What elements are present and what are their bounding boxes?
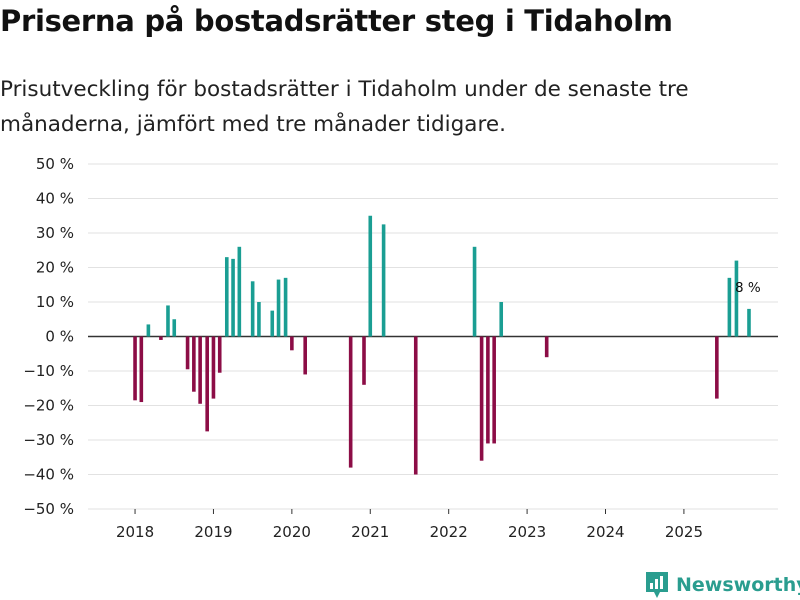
y-tick-label: 20 % [36,259,74,277]
data-label-latest: 8 % [735,280,761,296]
y-tick-label: −20 % [23,397,74,415]
bar-11 [217,336,222,373]
bar-16 [257,302,261,337]
y-tick-label: −40 % [23,466,74,484]
brand-name: Newsworthy [676,574,800,596]
y-tick-label: 0 % [45,328,74,346]
x-tick-label: 2023 [508,523,546,541]
y-tick-label: 50 % [36,155,74,173]
bar-20 [290,336,294,351]
x-tick-label: 2024 [586,523,624,541]
bars [133,215,751,475]
bar-6 [185,336,190,370]
bar-2 [146,324,151,337]
bar-21 [303,336,307,375]
x-tick-label: 2021 [351,523,389,541]
x-tick-label: 2019 [194,523,232,541]
bar-29 [486,336,490,444]
bar-0 [133,336,137,401]
bar-9 [205,336,209,432]
bar-32 [544,336,549,358]
bar-8 [198,336,202,404]
chart-subtitle: Prisutveckling för bostadsrätter i Tidah… [0,77,689,137]
bar-30 [492,336,496,444]
newsworthy-logo-icon [646,572,668,598]
newsworthy-brand: Newsworthy [644,570,800,600]
x-tick-label: 2025 [665,523,703,541]
bar-10 [211,336,216,399]
y-tick-label: −50 % [23,500,74,518]
bar-14 [237,246,242,337]
bar-1 [139,336,144,403]
chart-title: Priserna på bostadsrätter steg i Tidahol… [0,4,673,38]
bar-18 [276,279,281,337]
bar-12 [224,257,229,337]
annotations: 8 % [735,280,761,296]
y-axis-ticks: 50 % 40 % 30 % 20 % 10 % 0 % −10 % −20 % −30 % −4… [23,155,74,518]
bar-22 [348,336,353,468]
bar-34 [727,277,732,337]
bar-31 [499,302,504,337]
y-tick-label: 40 % [36,190,74,208]
bar-24 [368,215,373,337]
bar-36 [747,308,751,337]
grid-lines [88,163,778,510]
bar-19 [283,277,288,337]
bar-26 [413,336,418,475]
y-tick-label: 10 % [36,293,74,311]
bar-28 [479,336,484,461]
x-axis-ticks: 2018 2019 2020 2021 2022 2023 2024 2025 [116,509,703,541]
bar-15 [250,281,255,337]
y-tick-label: −30 % [23,431,74,449]
bar-23 [362,336,366,385]
bar-33 [715,336,719,399]
bar-27 [472,246,477,337]
bar-3 [159,336,163,340]
bar-13 [231,258,235,337]
bar-17 [270,310,275,337]
y-tick-label: 30 % [36,224,74,242]
y-tick-label: −10 % [23,362,74,380]
bar-4 [166,305,170,337]
bar-35 [734,260,739,337]
x-tick-label: 2018 [116,523,154,541]
x-tick-label: 2020 [273,523,311,541]
x-tick-label: 2022 [430,523,468,541]
bar-5 [172,319,177,337]
bar-25 [381,224,386,337]
bar-7 [192,336,196,392]
